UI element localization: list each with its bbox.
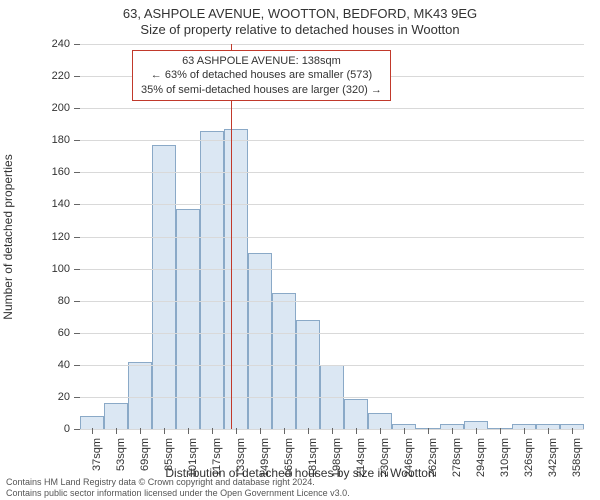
x-tick xyxy=(284,428,285,434)
y-tick-label: 60 xyxy=(58,327,70,339)
grid-line xyxy=(80,237,584,238)
y-tick-label: 180 xyxy=(52,134,70,146)
y-tick xyxy=(74,365,80,366)
histogram-bar xyxy=(200,131,224,429)
histogram-bar xyxy=(296,320,320,429)
y-tick xyxy=(74,269,80,270)
x-tick xyxy=(260,428,261,434)
histogram-bar xyxy=(272,293,296,429)
y-tick xyxy=(74,108,80,109)
y-tick-label: 200 xyxy=(52,102,70,114)
x-tick xyxy=(572,428,573,434)
grid-line xyxy=(80,333,584,334)
x-tick xyxy=(236,428,237,434)
y-tick-label: 140 xyxy=(52,198,70,210)
histogram-bar xyxy=(344,399,368,429)
grid-line xyxy=(80,397,584,398)
y-tick-label: 240 xyxy=(52,38,70,50)
x-tick xyxy=(308,428,309,434)
footer-attribution: Contains HM Land Registry data © Crown c… xyxy=(6,477,350,498)
x-tick xyxy=(212,428,213,434)
plot-area: 02040608010012014016018020022024063 ASHP… xyxy=(80,44,584,430)
y-tick xyxy=(74,172,80,173)
grid-line xyxy=(80,301,584,302)
y-tick xyxy=(74,237,80,238)
grid-line xyxy=(80,44,584,45)
y-tick xyxy=(74,204,80,205)
y-tick-label: 20 xyxy=(58,391,70,403)
grid-line xyxy=(80,108,584,109)
x-tick xyxy=(524,428,525,434)
title-line2: Size of property relative to detached ho… xyxy=(0,22,600,38)
annotation-line: 35% of semi-detached houses are larger (… xyxy=(141,83,382,97)
grid-line xyxy=(80,365,584,366)
y-tick-label: 0 xyxy=(64,423,70,435)
y-tick xyxy=(74,397,80,398)
x-tick xyxy=(404,428,405,434)
footer-line2: Contains public sector information licen… xyxy=(6,488,350,498)
x-tick xyxy=(356,428,357,434)
grid-line xyxy=(80,172,584,173)
y-tick-label: 40 xyxy=(58,359,70,371)
grid-line xyxy=(80,140,584,141)
x-tick xyxy=(452,428,453,434)
annotation-box: 63 ASHPOLE AVENUE: 138sqm← 63% of detach… xyxy=(132,50,391,101)
histogram-bar xyxy=(368,413,392,429)
y-tick xyxy=(74,140,80,141)
grid-line xyxy=(80,204,584,205)
x-tick xyxy=(116,428,117,434)
y-tick xyxy=(74,76,80,77)
title-line1: 63, ASHPOLE AVENUE, WOOTTON, BEDFORD, MK… xyxy=(0,6,600,22)
x-tick xyxy=(380,428,381,434)
histogram-bar xyxy=(248,253,272,429)
chart-area: Number of detached properties 0204060801… xyxy=(52,44,584,430)
y-tick-label: 100 xyxy=(52,263,70,275)
reference-line xyxy=(231,44,232,429)
footer-line1: Contains HM Land Registry data © Crown c… xyxy=(6,477,350,487)
x-tick xyxy=(428,428,429,434)
histogram-bar xyxy=(104,403,128,429)
y-tick-label: 120 xyxy=(52,231,70,243)
x-tick xyxy=(140,428,141,434)
annotation-line: 63 ASHPOLE AVENUE: 138sqm xyxy=(141,54,382,68)
annotation-line: ← 63% of detached houses are smaller (57… xyxy=(141,68,382,82)
x-tick xyxy=(548,428,549,434)
y-axis-label: Number of detached properties xyxy=(1,154,15,319)
chart-figure: 63, ASHPOLE AVENUE, WOOTTON, BEDFORD, MK… xyxy=(0,0,600,500)
x-tick xyxy=(188,428,189,434)
y-tick xyxy=(74,301,80,302)
y-tick-label: 160 xyxy=(52,166,70,178)
grid-line xyxy=(80,269,584,270)
histogram-bar xyxy=(152,145,176,429)
title-block: 63, ASHPOLE AVENUE, WOOTTON, BEDFORD, MK… xyxy=(0,0,600,39)
y-tick xyxy=(74,44,80,45)
x-tick xyxy=(476,428,477,434)
histogram-bar xyxy=(224,129,248,429)
y-tick-label: 80 xyxy=(58,295,70,307)
x-tick xyxy=(332,428,333,434)
x-tick xyxy=(164,428,165,434)
y-tick-label: 220 xyxy=(52,70,70,82)
y-tick xyxy=(74,333,80,334)
x-tick xyxy=(92,428,93,434)
histogram-bar xyxy=(128,362,152,429)
x-tick xyxy=(500,428,501,434)
